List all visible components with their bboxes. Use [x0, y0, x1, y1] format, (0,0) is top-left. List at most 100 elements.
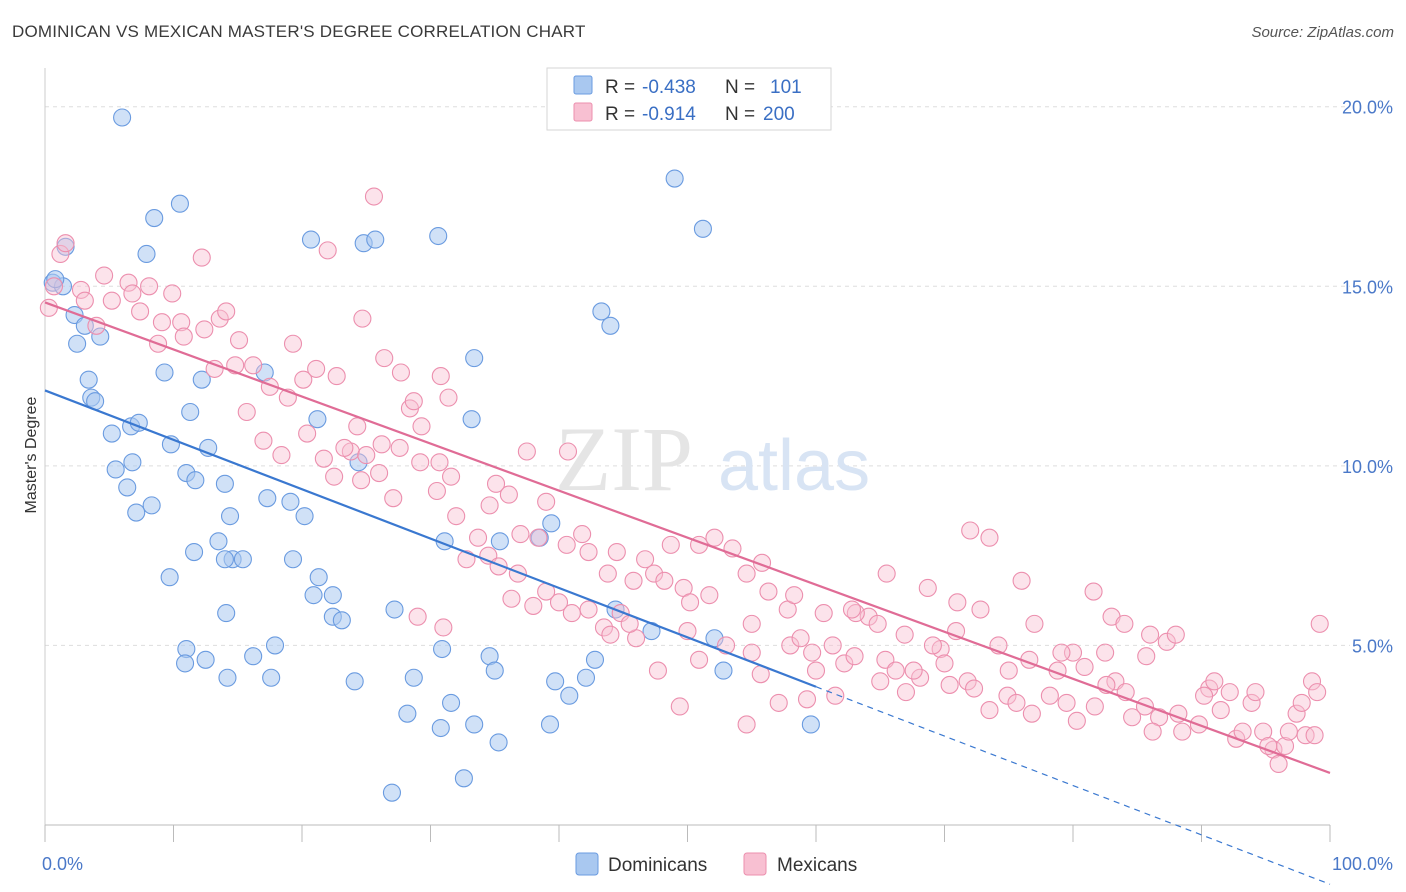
legend-r-label-mexicans: R = — [605, 104, 635, 125]
mexicans-point-98 — [1085, 697, 1104, 716]
mexicans-point-15 — [172, 313, 191, 332]
mexicans-point-46 — [352, 471, 371, 490]
dominicans-point-40 — [429, 226, 448, 246]
mexicans-point-123 — [1141, 625, 1160, 644]
dominicans-point-31 — [281, 492, 300, 511]
mexicans-point-52 — [480, 496, 499, 515]
mexicans-point-141 — [690, 650, 709, 669]
mexicans-point-119 — [1269, 754, 1288, 773]
bottom-legend: Dominicans Mexicans — [575, 852, 857, 876]
mexicans-point-136 — [826, 686, 845, 705]
mexicans-point-111 — [1254, 722, 1273, 741]
mexicans-point-130 — [961, 521, 980, 540]
mexicans-points — [39, 187, 1329, 773]
dominicans-point-32 — [295, 507, 314, 526]
mexicans-point-91 — [980, 701, 999, 720]
mexicans-point-74 — [759, 582, 778, 601]
mexicans-point-179 — [1220, 683, 1239, 702]
mexicans-point-24 — [229, 331, 249, 350]
dominicans-point-10 — [68, 334, 87, 353]
y-tick-label-2: 15.0% — [1342, 277, 1393, 297]
mexicans-point-97 — [1067, 711, 1086, 730]
mexicans-point-157 — [598, 564, 617, 583]
mexicans-point-89 — [958, 672, 977, 691]
dominicans-point-63 — [196, 650, 215, 669]
dominicans-point-53 — [160, 568, 179, 587]
mexicans-point-78 — [803, 643, 822, 662]
mexicans-point-76 — [781, 636, 800, 655]
mexicans-point-34 — [318, 241, 337, 260]
bottom-legend-swatch-mexicans — [743, 852, 767, 876]
mexicans-point-169 — [971, 600, 990, 619]
mexicans-point-62 — [607, 543, 626, 562]
dominicans-point-77 — [454, 769, 473, 788]
bottom-legend-label-mexicans: Mexicans — [777, 855, 857, 876]
mexicans-point-3 — [56, 234, 75, 253]
mexicans-point-54 — [499, 485, 518, 504]
mexicans-point-21 — [174, 327, 193, 346]
mexicans-point-206 — [335, 438, 354, 457]
mexicans-point-29 — [283, 334, 303, 353]
dominicans-point-26 — [127, 503, 146, 522]
mexicans-point-26 — [237, 402, 256, 422]
mexicans-point-105 — [1173, 722, 1192, 741]
mexicans-point-125 — [1084, 582, 1103, 601]
mexicans-point-153 — [408, 607, 427, 626]
mexicans-point-205 — [357, 446, 376, 465]
dominicans-point-27 — [118, 478, 137, 497]
mexicans-point-7 — [102, 291, 121, 310]
mexicans-point-163 — [814, 604, 833, 623]
watermark-zip: ZIP — [555, 408, 693, 510]
y-axis-label: Master's Degree — [23, 396, 40, 513]
mexicans-point-104 — [1157, 632, 1176, 651]
mexicans-point-110 — [1242, 693, 1261, 712]
mexicans-point-51 — [442, 467, 461, 486]
mexicans-point-80 — [835, 654, 854, 673]
watermark-atlas: atlas — [718, 426, 870, 506]
mexicans-point-182 — [1279, 722, 1298, 741]
mexicans-point-0 — [39, 298, 58, 317]
mexicans-point-45 — [325, 467, 344, 486]
mexicans-point-56 — [529, 528, 548, 547]
legend-r-value-dominicans: -0.438 — [642, 77, 696, 98]
mexicans-point-183 — [1305, 726, 1324, 745]
mexicans-point-69 — [681, 593, 700, 612]
dominicans-point-11 — [91, 327, 110, 346]
mexicans-point-121 — [1205, 672, 1224, 691]
mexicans-point-138 — [769, 693, 788, 712]
mexicans-point-197 — [508, 564, 527, 583]
mexicans-point-199 — [468, 528, 488, 547]
mexicans-point-152 — [434, 618, 453, 637]
mexicans-point-131 — [948, 593, 967, 612]
mexicans-point-37 — [353, 309, 372, 328]
dominicans-point-93 — [801, 715, 820, 734]
dominicans-point-57 — [323, 586, 342, 605]
dominicans-points — [43, 108, 820, 802]
mexicans-point-164 — [842, 600, 862, 619]
mexicans-point-36 — [375, 349, 394, 368]
dominicans-point-3 — [137, 244, 156, 264]
dominicans-point-54 — [283, 550, 303, 569]
dominicans-point-12 — [79, 370, 98, 389]
mexicans-point-79 — [823, 636, 842, 655]
legend-n-value-mexicans: 200 — [763, 104, 795, 125]
mexicans-point-208 — [272, 446, 291, 465]
mexicans-point-187 — [1052, 643, 1071, 662]
mexicans-point-116 — [1310, 614, 1329, 633]
mexicans-point-165 — [868, 614, 887, 633]
mexicans-point-95 — [1040, 686, 1059, 705]
dominicans-point-82 — [546, 672, 565, 691]
mexicans-point-142 — [737, 715, 756, 734]
legend-r-label-dominicans: R = — [605, 77, 635, 98]
mexicans-point-178 — [1195, 686, 1214, 705]
dominicans-point-81 — [540, 715, 560, 734]
mexicans-point-59 — [573, 525, 592, 544]
mexicans-point-190 — [871, 672, 890, 691]
mexicans-point-189 — [935, 654, 954, 673]
mexicans-point-50 — [430, 453, 449, 472]
mexicans-point-5 — [75, 291, 94, 310]
axes — [44, 68, 1331, 842]
legend-n-label-dominicans: N = — [725, 77, 755, 98]
mexicans-point-167 — [923, 636, 942, 655]
